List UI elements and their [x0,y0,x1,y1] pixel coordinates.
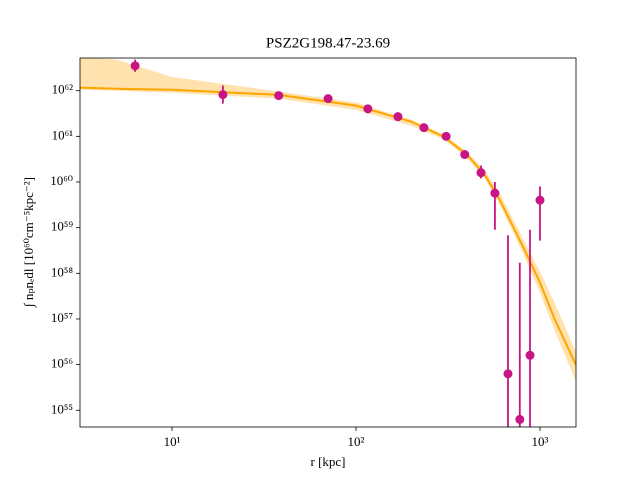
data-point [419,123,429,133]
chart-title: PSZ2G198.47-23.69 [266,35,390,51]
data-point [460,150,470,160]
data-point [274,91,284,101]
x-tick-label: 10¹ [164,434,181,449]
data-point [130,61,140,71]
data-point [323,94,333,104]
data-point [393,112,403,122]
x-tick-label: 10³ [532,434,549,449]
y-tick-label: 10⁶¹ [52,127,74,142]
data-point [525,350,535,360]
data-point [476,168,486,178]
axes-frame [79,57,577,428]
data-point [441,131,451,141]
y-axis-label: ∫ nₚnₑdl [10⁶⁰cm⁻⁵kpc⁻²] [21,177,37,308]
data-point [363,104,373,114]
model-line [80,86,576,366]
y-tick-label: 10⁶² [52,82,74,97]
model-band [80,58,576,382]
y-tick-label: 10⁵⁶ [51,356,73,371]
y-tick-label: 10⁵⁸ [51,264,74,279]
y-tick-label: 10⁶⁰ [50,173,73,188]
y-tick-label: 10⁵⁹ [51,219,74,234]
x-axis-label: r [kpc] [310,454,345,469]
data-point [503,369,513,379]
y-tick-label: 10⁵⁵ [51,401,73,416]
data-point [490,188,500,198]
data-point [515,414,525,424]
data-point [218,90,228,100]
x-tick-label: 10² [348,434,365,449]
y-tick-label: 10⁵⁷ [51,310,73,325]
plot-area [80,58,576,427]
data-point [535,195,545,205]
